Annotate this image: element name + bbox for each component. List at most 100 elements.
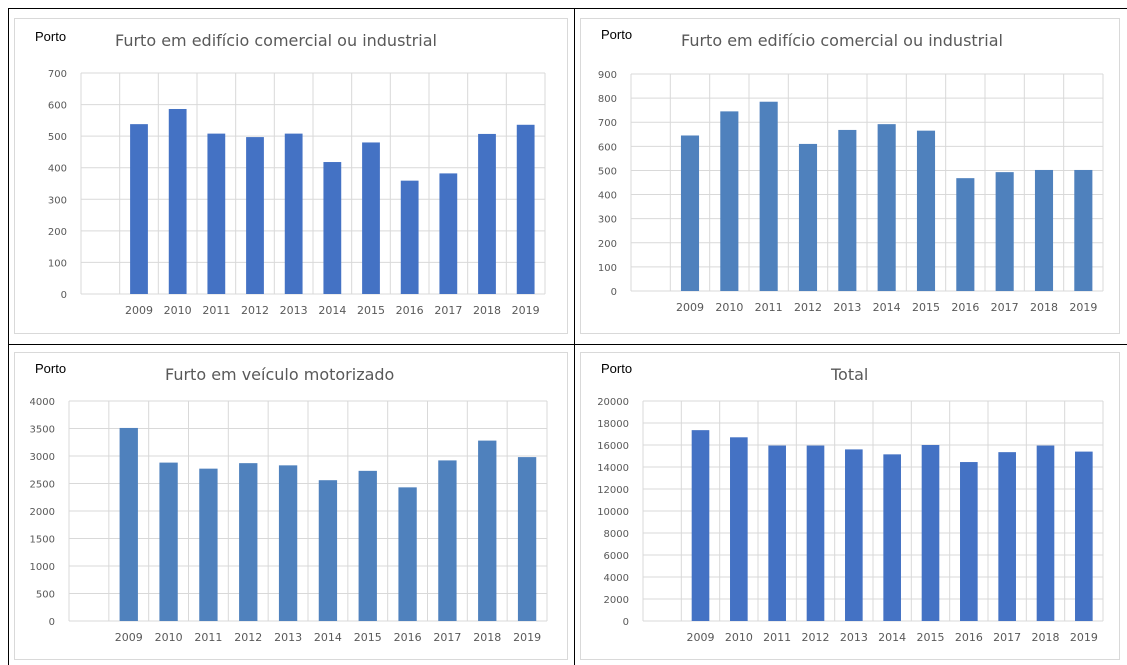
x-tick-label: 2019	[513, 631, 541, 644]
bar-chart: 0 500 1000 1500 2000 2500 3000 3500 4000 2009 2010…	[30, 397, 548, 644]
bar-2009	[680, 135, 700, 291]
x-tick-label: 2012	[234, 631, 262, 644]
table-border-top	[8, 8, 1127, 9]
y-tick-label: 0	[611, 287, 617, 298]
bar-2017	[439, 173, 458, 294]
x-tick-label: 2010	[725, 631, 753, 644]
x-tick-label: 2012	[794, 301, 822, 314]
bar-chart: 0 2000 4000 6000 8000 10000 12000 14000 16000 180…	[597, 397, 1104, 644]
y-tick-label: 200	[598, 239, 617, 250]
bar-chart: 0 100 200 300 400 500 600 700 2009 2010 2011 2012 20…	[48, 69, 546, 317]
table-border-center	[8, 344, 1127, 345]
x-tick-label: 2015	[357, 304, 385, 317]
bar-2019	[517, 457, 537, 621]
x-tick-label: 2009	[125, 304, 153, 317]
y-tick-label: 4000	[30, 397, 55, 408]
x-tick-label: 2010	[155, 631, 183, 644]
bar-2015	[916, 130, 936, 291]
x-tick-label: 2011	[202, 304, 230, 317]
bar-2019	[516, 124, 535, 294]
y-tick-label: 100	[598, 263, 617, 274]
bar-2011	[768, 445, 786, 621]
table-border-left	[8, 8, 9, 665]
y-tick-label: 6000	[604, 551, 629, 562]
bar-2014	[323, 162, 342, 294]
y-tick-label: 2000	[30, 507, 55, 518]
y-tick-label: 1500	[30, 535, 55, 546]
table-border-middle	[574, 8, 575, 665]
y-tick-label: 700	[48, 69, 67, 80]
bar-2012	[239, 463, 258, 621]
y-tick-label: 20000	[597, 397, 629, 408]
bar-2018	[478, 133, 496, 294]
bar-2015	[921, 445, 940, 621]
region-label: Porto	[601, 361, 633, 376]
x-tick-label: 2016	[951, 301, 979, 314]
bar-2016	[956, 178, 975, 291]
x-tick-label: 2009	[676, 301, 704, 314]
bar-2009	[130, 124, 148, 294]
y-tick-label: 600	[598, 142, 617, 153]
y-tick-label: 300	[48, 195, 67, 206]
bar-2012	[806, 445, 825, 621]
bar-2017	[995, 172, 1014, 291]
chart-panel: Porto Furto em edifício comercial ou indu…	[580, 18, 1120, 334]
y-tick-label: 8000	[604, 529, 629, 540]
x-tick-label: 2018	[1030, 301, 1058, 314]
x-tick-label: 2017	[993, 631, 1021, 644]
x-tick-label: 2011	[755, 301, 783, 314]
region-label: Porto	[35, 29, 67, 44]
bar-2009	[691, 430, 710, 621]
y-tick-label: 500	[36, 590, 55, 601]
x-tick-label: 2019	[512, 304, 540, 317]
x-tick-label: 2014	[318, 304, 346, 317]
bar-2018	[478, 440, 497, 621]
bar-2013	[838, 129, 857, 291]
bar-2018	[1036, 445, 1055, 621]
bar-chart: 0 100 200 300 400 500 600 700 800 900 2009 2010 2011…	[598, 70, 1104, 314]
bar-2010	[168, 108, 187, 295]
x-tick-label: 2010	[164, 304, 192, 317]
y-tick-label: 900	[598, 70, 617, 81]
bar-2019	[1075, 451, 1093, 621]
x-tick-label: 2011	[763, 631, 791, 644]
x-tick-label: 2017	[991, 301, 1019, 314]
bar-2014	[877, 124, 896, 291]
bar-2016	[960, 462, 978, 621]
chart-panel: Porto Total 0 2000 4000 6000 8000 10000 12000 140…	[580, 352, 1120, 660]
region-label: Porto	[601, 27, 633, 42]
y-tick-label: 16000	[597, 441, 629, 452]
y-tick-label: 12000	[597, 485, 629, 496]
y-tick-label: 2500	[30, 480, 55, 491]
bar-2011	[759, 101, 778, 291]
x-tick-label: 2014	[878, 631, 906, 644]
chart-title: Furto em veículo motorizado	[165, 365, 395, 384]
bar-2018	[1034, 169, 1054, 291]
x-tick-label: 2018	[473, 631, 501, 644]
x-tick-label: 2014	[314, 631, 342, 644]
x-tick-label: 2017	[433, 631, 461, 644]
bar-2015	[358, 470, 377, 621]
bar-2010	[720, 111, 739, 291]
x-tick-label: 2013	[833, 301, 861, 314]
bar-2017	[998, 452, 1016, 621]
x-tick-label: 2018	[1032, 631, 1060, 644]
bar-2016	[398, 487, 417, 621]
y-tick-label: 100	[48, 258, 67, 269]
y-tick-label: 200	[48, 227, 67, 238]
chart-cell-1: Porto Furto em edifício comercial ou indu…	[580, 18, 1120, 334]
region-label: Porto	[35, 361, 67, 376]
chart-cell-3: Porto Total 0 2000 4000 6000 8000 10000 12000 140…	[580, 352, 1120, 660]
x-tick-label: 2016	[955, 631, 983, 644]
bar-2013	[278, 465, 298, 621]
x-tick-label: 2017	[434, 304, 462, 317]
x-tick-label: 2019	[1070, 631, 1098, 644]
x-tick-label: 2018	[473, 304, 501, 317]
bar-2012	[246, 137, 264, 294]
bar-2013	[845, 449, 863, 621]
bar-2011	[199, 468, 218, 621]
x-tick-label: 2015	[912, 301, 940, 314]
bar-2015	[362, 142, 380, 294]
chart-cell-0: Porto Furto em edifício comercial ou indu…	[14, 18, 568, 334]
